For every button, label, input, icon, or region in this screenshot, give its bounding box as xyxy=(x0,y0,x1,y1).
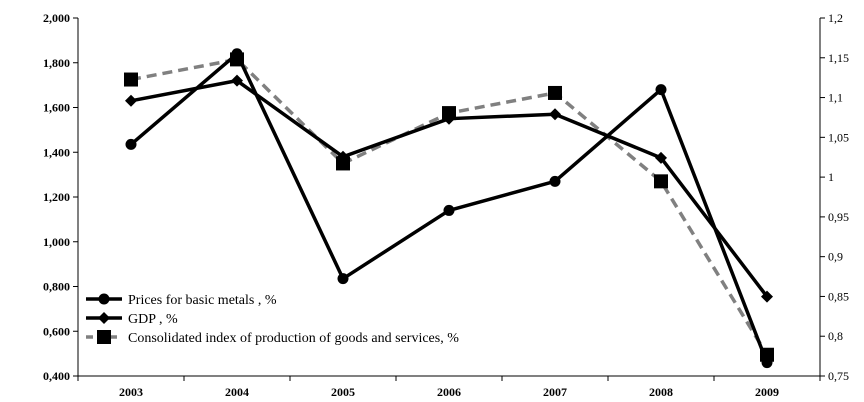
series-1-point-3 xyxy=(443,112,455,125)
y-left-tick-label: 1,200 xyxy=(43,190,70,204)
series-0-point-3 xyxy=(443,204,455,216)
y-right-tick-label: 1,1 xyxy=(828,91,843,105)
y-right-tick-label: 1 xyxy=(828,170,834,184)
legend-label-2: Consolidated index of production of good… xyxy=(128,331,459,346)
y-left-tick-label: 0,400 xyxy=(43,369,70,383)
series-1-point-6 xyxy=(761,290,773,303)
series-0-point-0 xyxy=(125,138,137,150)
y-left-tick-label: 0,600 xyxy=(43,324,70,338)
y-left-tick-label: 2,000 xyxy=(43,11,70,25)
y-right-tick-label: 1,15 xyxy=(828,51,849,65)
y-right-tick-label: 0,75 xyxy=(828,369,849,383)
series-1-point-2 xyxy=(337,150,349,163)
series-2-point-0 xyxy=(124,72,138,87)
legend-marker-2 xyxy=(97,330,111,344)
series-1-point-4 xyxy=(549,108,561,121)
series-1-point-0 xyxy=(125,94,137,107)
x-tick-label: 2008 xyxy=(649,385,673,399)
y-left-tick-label: 1,400 xyxy=(43,145,70,159)
x-tick-label: 2004 xyxy=(225,385,249,399)
y-right-tick-label: 1,2 xyxy=(828,11,843,25)
series-0-point-4 xyxy=(549,175,561,187)
legend-marker-0 xyxy=(98,293,110,305)
series-1-point-1 xyxy=(231,74,243,87)
series-0-point-5 xyxy=(655,84,667,96)
x-tick-label: 2006 xyxy=(437,385,461,399)
series-0-point-6 xyxy=(761,357,773,369)
y-left-tick-label: 1,800 xyxy=(43,56,70,70)
y-right-tick-label: 0,95 xyxy=(828,210,849,224)
y-right-tick-label: 1,05 xyxy=(828,130,849,144)
x-tick-label: 2003 xyxy=(119,385,143,399)
legend-marker-1 xyxy=(98,312,110,324)
y-left-tick-label: 1,600 xyxy=(43,101,70,115)
x-tick-label: 2009 xyxy=(755,385,779,399)
x-tick-label: 2007 xyxy=(543,385,567,399)
legend-label-1: GDP , % xyxy=(128,312,178,327)
x-tick-label: 2005 xyxy=(331,385,355,399)
series-1-point-5 xyxy=(655,151,667,164)
legend-label-0: Prices for basic metals , % xyxy=(128,293,277,308)
y-right-tick-label: 0,85 xyxy=(828,289,849,303)
y-left-tick-label: 1,000 xyxy=(43,235,70,249)
y-right-tick-label: 0,9 xyxy=(828,250,843,264)
series-0-point-2 xyxy=(337,273,349,285)
series-2-point-4 xyxy=(548,85,562,100)
series-0-point-1 xyxy=(231,48,243,60)
y-right-tick-label: 0,8 xyxy=(828,329,843,343)
series-2-point-2 xyxy=(336,156,350,171)
y-left-tick-label: 0,800 xyxy=(43,280,70,294)
series-2-point-5 xyxy=(654,174,668,189)
